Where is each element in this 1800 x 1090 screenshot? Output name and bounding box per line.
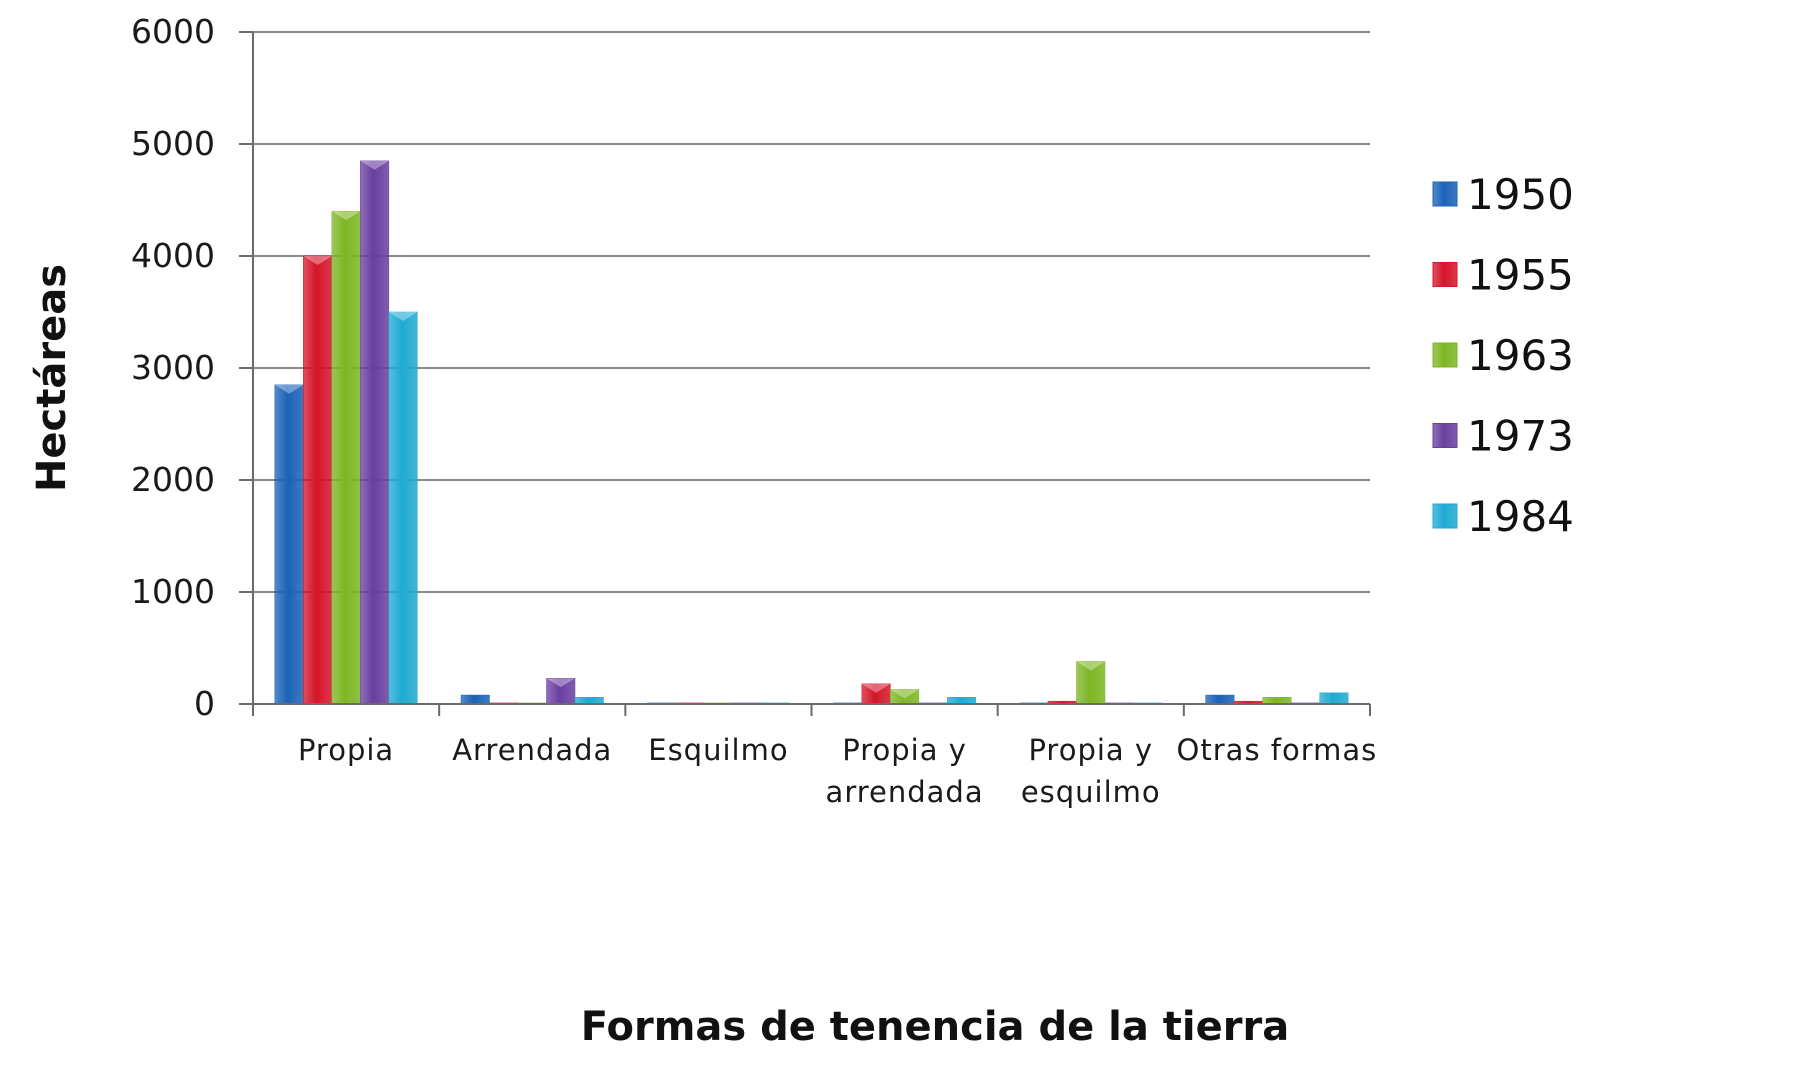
- x-tick-label: Propia y esquilmo: [1021, 733, 1161, 809]
- bars: [274, 160, 1349, 705]
- bar: [947, 697, 977, 705]
- legend: 1950 1955 1963 1973 1984: [1432, 170, 1574, 541]
- legend-label: 1963: [1467, 331, 1574, 380]
- x-axis-ticks: Propia Arrendada Esquilmo Propia y arrendada…: [252, 704, 1378, 809]
- legend-swatch: [1432, 423, 1458, 448]
- x-tick-label: Propia y arrendada: [826, 733, 984, 809]
- y-tick-label: 1000: [131, 572, 215, 611]
- bar-bevel: [274, 384, 304, 394]
- bar: [1076, 661, 1106, 705]
- x-tick-label: Propia: [298, 733, 394, 767]
- y-tick-label: 4000: [131, 236, 215, 275]
- bar-bevel: [388, 312, 418, 321]
- bar-bevel: [1076, 661, 1105, 671]
- bar: [303, 255, 333, 705]
- gridlines: [253, 31, 1370, 593]
- y-tick-label: 2000: [131, 460, 215, 499]
- y-tick-label: 5000: [131, 124, 215, 163]
- legend-label: 1973: [1467, 412, 1574, 461]
- bar-bevel: [861, 683, 891, 693]
- y-axis-ticks: 0 1000 2000 3000 4000 5000 6000: [131, 12, 253, 723]
- legend-swatch: [1432, 503, 1458, 529]
- bar: [460, 694, 490, 705]
- legend-swatch: [1432, 181, 1458, 207]
- y-axis-title: Hectáreas: [29, 264, 75, 492]
- legend-label: 1955: [1467, 251, 1574, 300]
- bar-bevel: [303, 256, 332, 265]
- x-tick-label: Otras formas: [1177, 733, 1378, 767]
- bar: [574, 697, 604, 705]
- bar-bevel: [331, 211, 361, 221]
- bar: [1319, 692, 1349, 705]
- x-axis-title: Formas de tenencia de la tierra: [581, 1004, 1289, 1050]
- bar: [1262, 697, 1292, 705]
- bar-bevel: [360, 160, 389, 170]
- bar: [1205, 694, 1235, 705]
- legend-swatch: [1432, 342, 1458, 368]
- legend-swatch: [1432, 262, 1458, 287]
- x-tick-label: Esquilmo: [648, 733, 788, 767]
- legend-label: 1950: [1467, 170, 1574, 219]
- x-tick-label: Arrendada: [452, 733, 612, 767]
- bar: [331, 210, 361, 705]
- y-tick-label: 6000: [131, 12, 215, 51]
- y-tick-label: 0: [194, 684, 215, 723]
- bar: [360, 160, 390, 705]
- bar: [388, 311, 418, 705]
- y-tick-label: 3000: [131, 348, 215, 387]
- bar-bevel: [546, 678, 575, 688]
- bar: [274, 384, 304, 705]
- bar-bevel: [890, 689, 919, 699]
- legend-label: 1984: [1467, 492, 1574, 541]
